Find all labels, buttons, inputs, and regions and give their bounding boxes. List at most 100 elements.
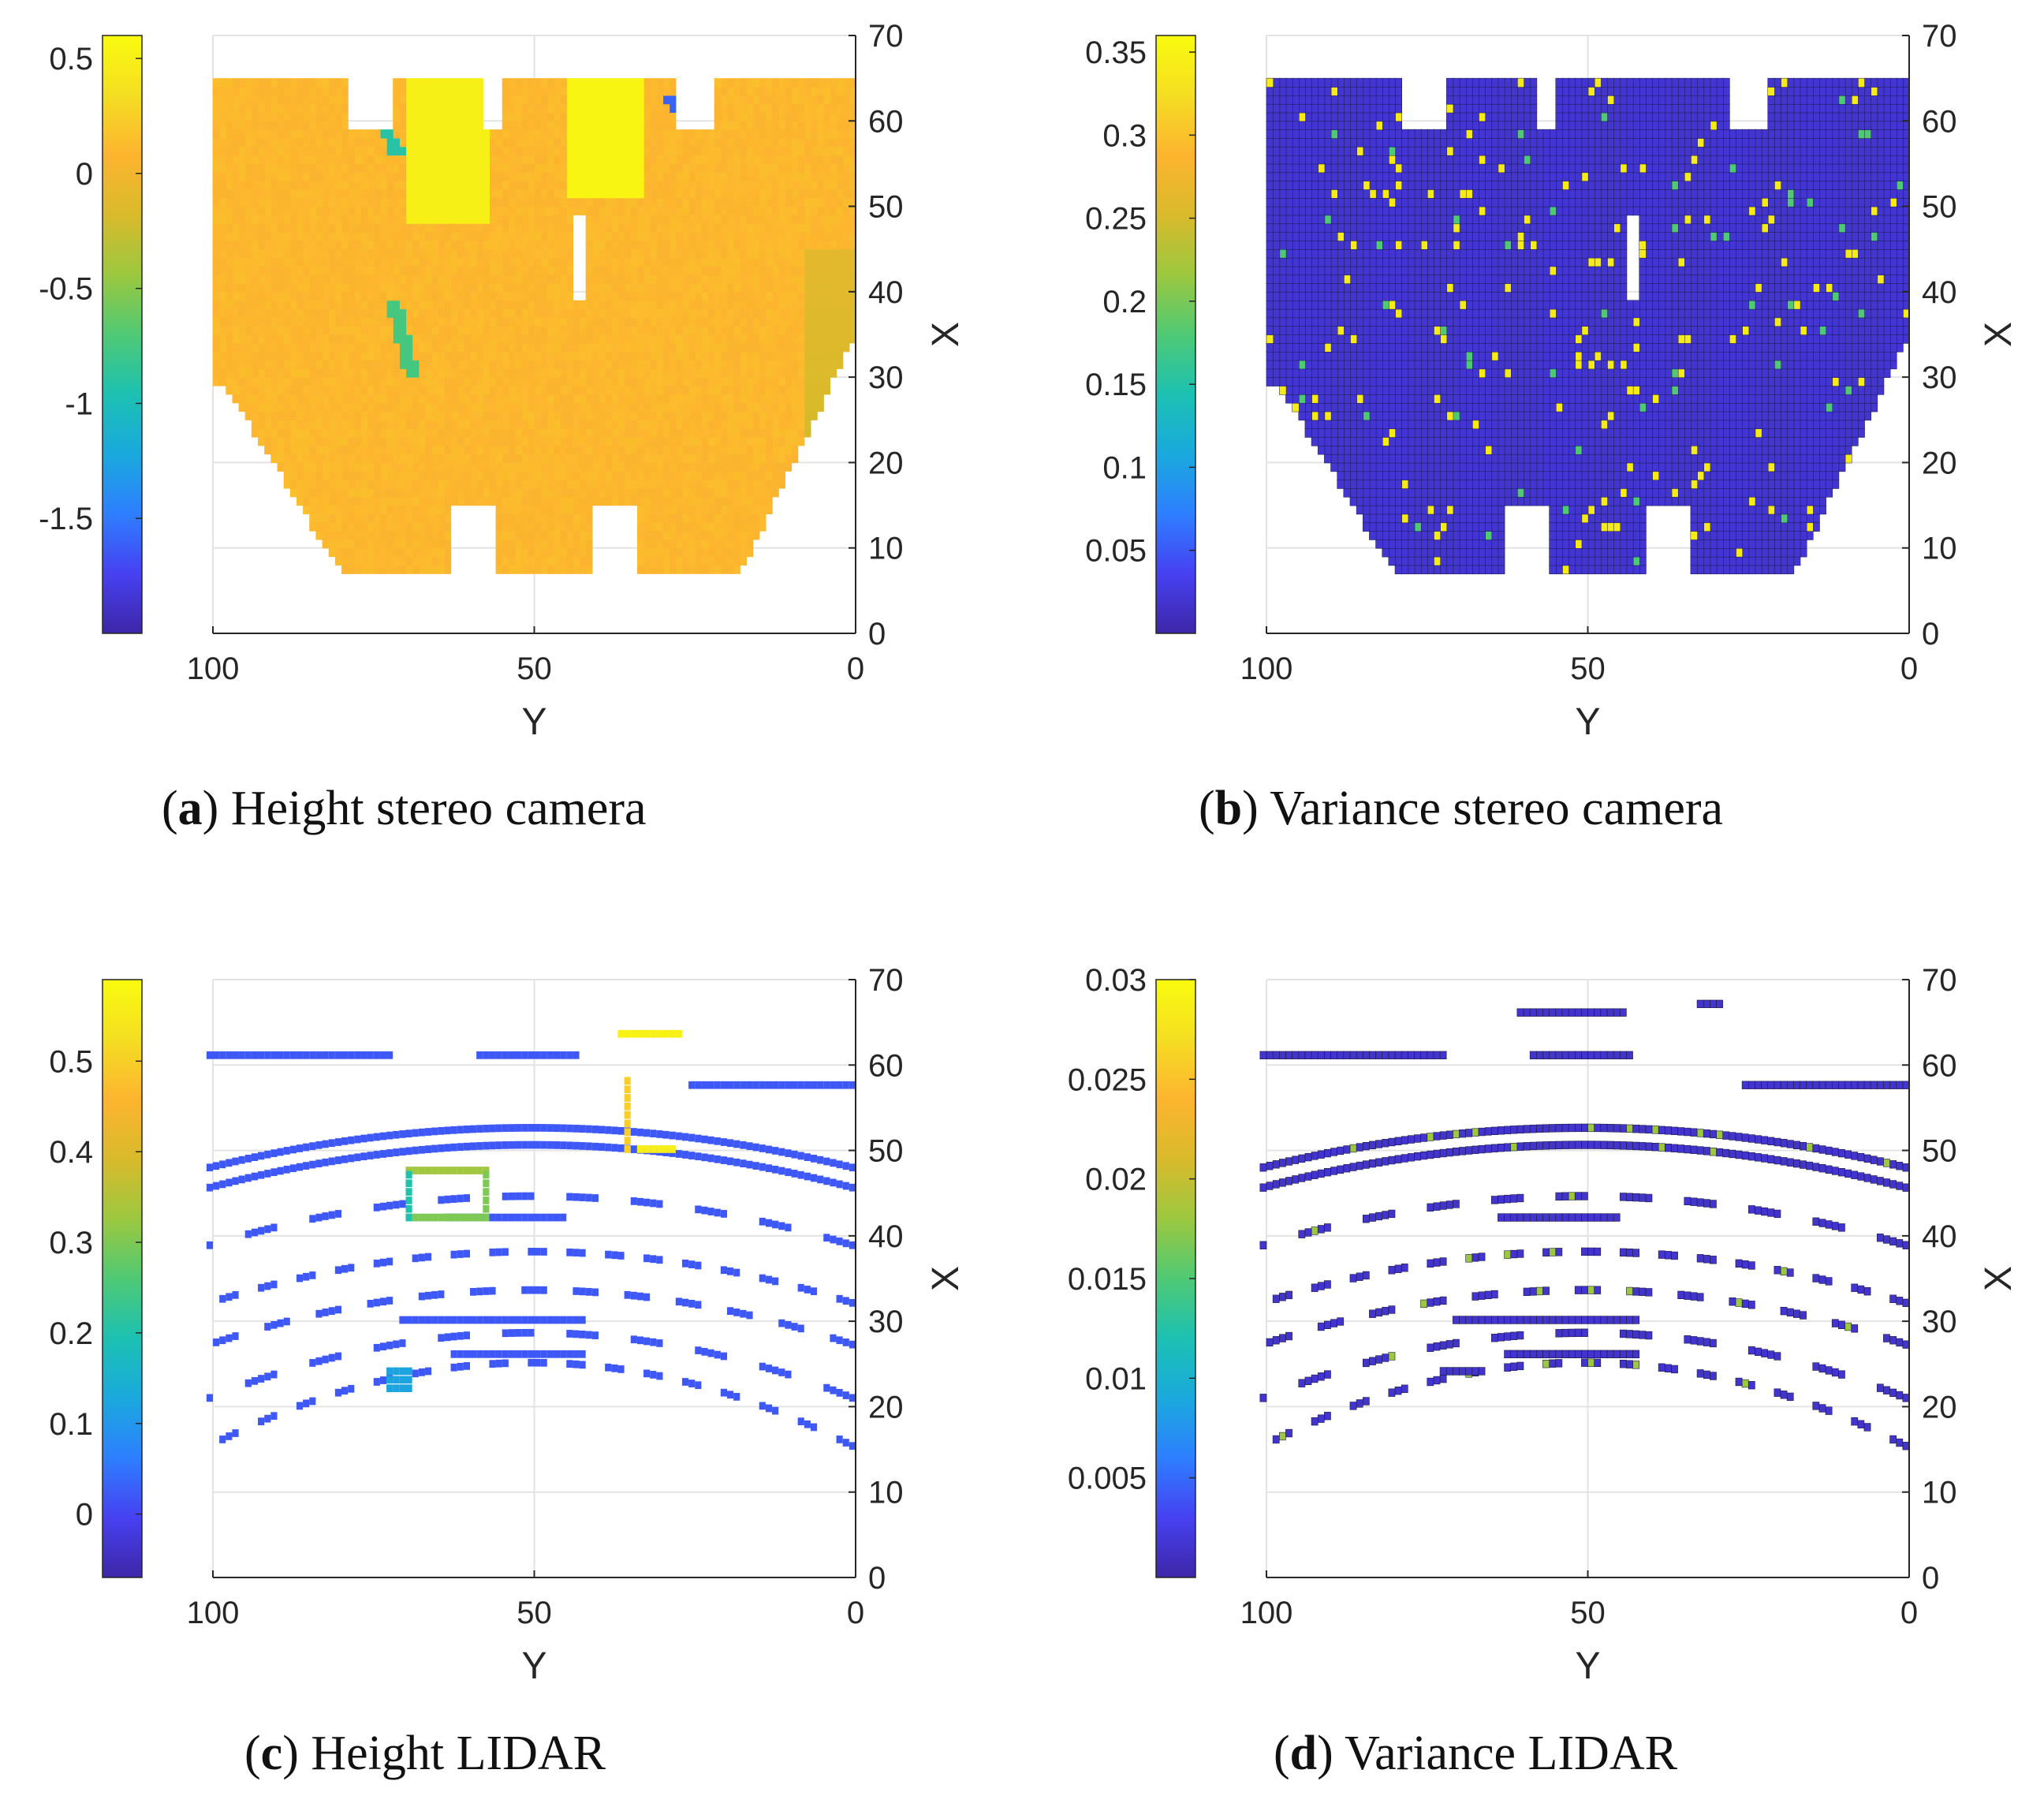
heatmap-cell: [438, 402, 445, 413]
heatmap-cell: [624, 385, 632, 395]
heatmap-cell: [450, 377, 458, 386]
heatmap-cell: [701, 505, 709, 514]
heatmap-cell: [534, 232, 542, 241]
heatmap-cell: [424, 565, 432, 574]
heatmap-cell: [508, 385, 516, 395]
heatmap-cell: [701, 189, 709, 199]
heatmap-cell: [599, 462, 606, 472]
heatmap-cell: [566, 291, 573, 301]
heatmap-cell: [244, 300, 252, 310]
heatmap-cell: [765, 137, 773, 147]
heatmap-cell: [772, 223, 779, 233]
heatmap-cell: [470, 129, 477, 139]
heatmap-cell: [546, 257, 554, 267]
heatmap-cell: [354, 428, 362, 438]
heatmap-cell: [277, 420, 285, 429]
heatmap-cell: [656, 513, 664, 523]
heatmap-cell: [752, 86, 760, 96]
heatmap-cell: [656, 539, 664, 549]
heatmap-cell: [823, 223, 830, 233]
heatmap-cell: [695, 172, 702, 181]
heatmap-cell: [662, 531, 670, 540]
heatmap-cell: [328, 172, 336, 181]
heatmap-cell: [785, 112, 793, 121]
heatmap-cell: [315, 257, 323, 267]
heatmap-cell: [424, 436, 432, 446]
heatmap-cell: [315, 172, 323, 181]
heatmap-cell: [765, 86, 773, 96]
heatmap-cell: [489, 129, 497, 139]
heatmap-cell: [714, 257, 722, 267]
heatmap-cell: [566, 445, 573, 455]
heatmap-cell: [643, 240, 651, 250]
heatmap-cell: [463, 223, 471, 233]
heatmap-cell: [720, 163, 728, 173]
heatmap-cell: [752, 471, 760, 480]
heatmap-cell: [778, 215, 785, 224]
heatmap-cell: [489, 197, 497, 207]
heatmap-cell: [534, 137, 542, 147]
heatmap-cell: [740, 172, 748, 181]
heatmap-cell: [483, 300, 490, 310]
heatmap-cell: [720, 189, 728, 199]
heatmap-cell: [830, 215, 837, 224]
heatmap-cell: [797, 121, 805, 130]
heatmap-cell: [617, 317, 625, 327]
heatmap-cell: [322, 172, 330, 181]
heatmap-cell: [373, 428, 381, 438]
heatmap-cell: [296, 368, 304, 378]
heatmap-cell: [675, 505, 683, 514]
heatmap-cell: [701, 436, 709, 446]
heatmap-cell: [424, 505, 432, 514]
heatmap-cell: [759, 342, 766, 353]
heatmap-cell: [842, 181, 850, 190]
heatmap-cell: [393, 402, 400, 413]
heatmap-cell: [315, 411, 323, 420]
heatmap-cell: [457, 334, 464, 344]
heatmap-cell: [540, 565, 548, 574]
heatmap-cell: [457, 326, 464, 335]
heatmap-cell: [662, 172, 670, 181]
heatmap-cell: [238, 172, 246, 181]
heatmap-cell: [251, 326, 259, 335]
heatmap-cell: [553, 181, 561, 190]
heatmap-cell: [463, 351, 471, 361]
heatmap-cell: [521, 112, 528, 121]
heatmap-cell: [585, 78, 593, 88]
heatmap-cell: [483, 471, 490, 480]
heatmap-cell: [315, 531, 323, 540]
heatmap-cell: [720, 394, 728, 404]
heatmap-cell: [810, 291, 818, 301]
heatmap-cell: [528, 496, 535, 506]
heatmap-cell: [591, 445, 599, 455]
heatmap-cell: [251, 291, 259, 301]
heatmap-cell: [675, 223, 683, 233]
heatmap-cell: [424, 496, 432, 506]
heatmap-cell: [373, 197, 381, 207]
heatmap-cell: [328, 257, 336, 267]
heatmap-cell: [707, 428, 715, 438]
heatmap-cell: [688, 385, 696, 395]
heatmap-cell: [836, 334, 844, 344]
heatmap-cell: [534, 103, 542, 114]
heatmap-cell: [810, 377, 818, 386]
heatmap-cell: [701, 547, 709, 558]
heatmap-cell: [605, 445, 612, 455]
heatmap-cell: [643, 402, 651, 413]
heatmap-cell: [727, 556, 734, 566]
heatmap-cell: [334, 513, 342, 523]
heatmap-cell: [521, 240, 528, 250]
heatmap-cell: [591, 496, 599, 506]
heatmap-cell: [591, 462, 599, 472]
heatmap-cell: [424, 402, 432, 413]
heatmap-cell: [283, 257, 291, 267]
heatmap-cell: [585, 137, 593, 147]
heatmap-cell: [521, 163, 528, 173]
heatmap-cell: [791, 172, 799, 181]
heatmap-cell: [367, 189, 375, 199]
heatmap-cell: [412, 539, 420, 549]
heatmap-cell: [797, 257, 805, 267]
heatmap-cell: [778, 394, 785, 404]
heatmap-cell: [528, 232, 535, 241]
heatmap-cell: [688, 181, 696, 190]
